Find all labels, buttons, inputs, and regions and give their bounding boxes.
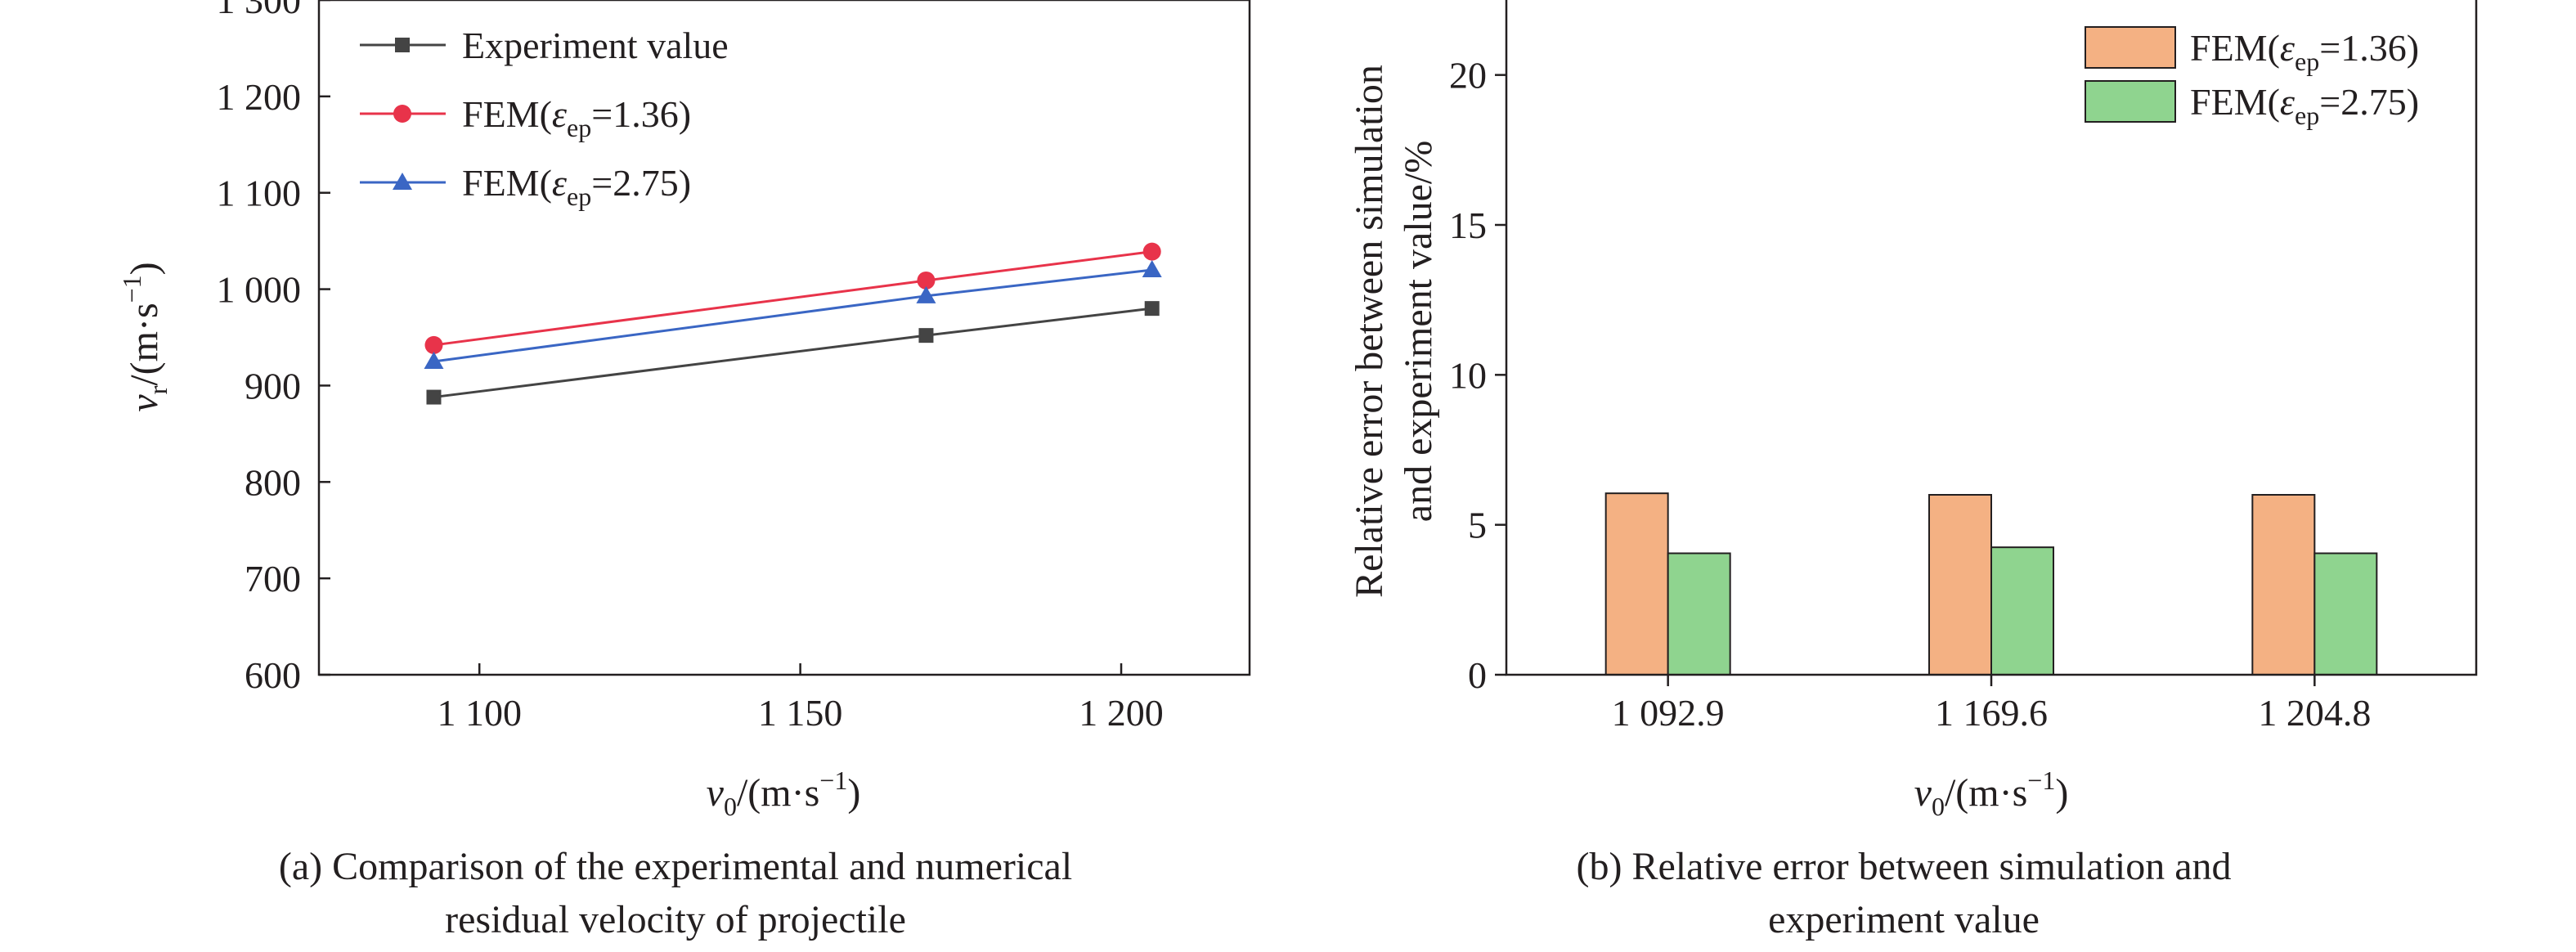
bar-1 [1667,552,1731,676]
chart-b-y-axis-label-line-2: and experiment value/% [1397,141,1440,522]
bar-0 [1928,494,1992,676]
bar-0 [2251,494,2316,676]
bar-1 [2313,552,2378,676]
bar-0 [1604,492,1669,676]
legend-label: FEM(εep=1.36) [462,93,691,142]
chart-b-x-axis-label: v0/(m·s−1) [1914,766,2069,821]
legend-swatch [2085,26,2176,69]
y-tick-label: 5 [1468,505,1487,546]
chart-a-x-axis-label: v0/(m·s−1) [707,766,861,821]
chart-b-ticks: 1 092.9 1 169.6 1 204.8 0 5 10 15 20 [1449,55,2371,734]
chart-a-y-axis-label: vr/(m·s−1) [117,262,173,411]
chart-a-marks [424,242,1162,405]
y-tick-label: 1 000 [217,269,302,311]
data-point [1144,301,1160,317]
y-tick-label: 20 [1449,55,1487,97]
legend-marker [393,173,412,190]
data-point [424,335,443,354]
chart-b-y-axis-label-line-1: Relative error between simulation [1348,65,1391,598]
chart-b-marks [1604,492,2378,676]
y-tick-label: 1 100 [217,173,302,214]
chart-a-plot-frame [317,0,1251,676]
y-tick-label: 0 [1468,654,1487,696]
x-tick-label: 1 092.9 [1612,692,1725,734]
data-point [426,389,442,405]
series-line-1 [433,250,1152,347]
data-point [916,285,936,303]
series-line-2 [433,268,1152,363]
legend-label: FEM(εep=2.75) [462,162,691,211]
y-tick-label: 700 [245,558,301,599]
x-tick-label: 1 150 [758,692,843,734]
data-point [1142,260,1162,277]
legend-marker [393,105,411,123]
chart-a-caption-line-2: residual velocity of projectile [445,898,906,941]
chart-b-caption-line-1: (b) Relative error between simulation an… [1576,845,2231,888]
data-point [424,351,444,369]
legend-label: Experiment value [462,25,729,66]
legend-label: FEM(εep=2.75) [2190,81,2419,130]
legend-label: FEM(εep=1.36) [2190,27,2419,76]
y-tick-label: 15 [1449,204,1487,246]
data-point [918,328,934,344]
series-line-0 [433,307,1152,399]
y-tick-label: 800 [245,461,301,503]
chart-b: 1 092.9 1 169.6 1 204.8 0 5 10 15 20 FEM(εep=1.… [1348,0,2478,941]
legend-swatch [2085,80,2176,123]
data-point [917,271,936,290]
x-tick-label: 1 100 [437,692,522,734]
chart-a-ticks: 600 700 800 900 1 000 1 100 1 200 1 300 1 100 1 1… [217,0,1164,734]
chart-a-legend: Experiment value FEM(εep=1.36) FEM(εep=2.7… [360,25,729,211]
x-tick-label: 1 204.8 [2258,692,2371,734]
chart-a: 600 700 800 900 1 000 1 100 1 200 1 300 1 100 1 1… [117,0,1251,941]
chart-b-legend: FEM(εep=1.36) FEM(εep=2.75) [2085,26,2419,130]
data-point [1142,242,1161,261]
bar-1 [1990,546,2054,676]
y-tick-label: 600 [245,654,301,696]
legend-marker [395,38,410,52]
chart-a-caption-line-1: (a) Comparison of the experimental and n… [279,845,1072,888]
y-tick-label: 1 200 [217,76,302,118]
y-tick-label: 10 [1449,354,1487,396]
x-tick-label: 1 169.6 [1935,692,2048,734]
y-tick-label: 1 300 [217,0,302,21]
x-tick-label: 1 200 [1079,692,1164,734]
y-tick-label: 900 [245,365,301,406]
chart-b-caption-line-2: experiment value [1768,898,2040,941]
